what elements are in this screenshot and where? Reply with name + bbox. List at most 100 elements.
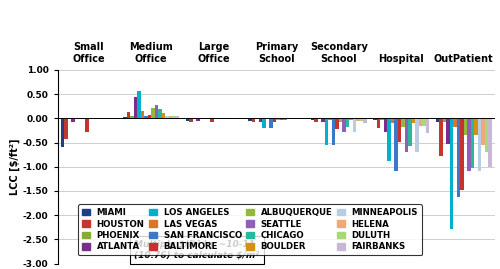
Bar <box>482 118 485 145</box>
Bar <box>110 118 114 119</box>
Bar <box>276 118 280 120</box>
Bar <box>232 118 235 119</box>
Bar <box>280 118 283 120</box>
Bar <box>460 118 464 190</box>
Bar <box>272 118 276 122</box>
Bar <box>89 118 92 119</box>
Bar <box>339 118 342 122</box>
Bar <box>401 118 405 127</box>
Bar <box>442 118 446 122</box>
Bar <box>284 118 287 120</box>
Bar <box>172 116 176 118</box>
Bar <box>200 118 203 119</box>
Bar <box>398 118 401 141</box>
Bar <box>384 118 387 132</box>
Bar <box>186 118 189 121</box>
Bar <box>151 108 155 118</box>
Bar <box>422 118 426 126</box>
Bar <box>446 118 450 144</box>
Bar <box>196 118 200 121</box>
Bar <box>439 118 442 156</box>
Bar <box>416 118 419 152</box>
Y-axis label: LCC [$/ft²]: LCC [$/ft²] <box>10 139 20 195</box>
Bar <box>64 118 68 139</box>
Bar <box>189 118 192 122</box>
Bar <box>130 116 134 118</box>
Bar <box>464 118 468 135</box>
Bar <box>206 118 210 119</box>
Bar <box>100 118 103 119</box>
Bar <box>488 118 492 167</box>
Bar <box>436 118 439 122</box>
Bar <box>262 118 266 128</box>
Bar <box>228 118 232 119</box>
Bar <box>318 118 321 119</box>
Bar <box>218 118 221 119</box>
Bar <box>373 118 376 120</box>
Bar <box>478 118 482 171</box>
Bar <box>68 118 71 119</box>
Bar <box>485 118 488 152</box>
Bar <box>266 118 269 119</box>
Bar <box>169 116 172 118</box>
Bar <box>408 118 412 146</box>
Bar <box>221 118 224 119</box>
Bar <box>342 118 346 132</box>
Bar <box>214 118 218 119</box>
Bar <box>294 118 298 119</box>
Bar <box>137 91 140 118</box>
Bar <box>321 118 324 122</box>
Bar <box>148 115 151 118</box>
Bar <box>426 118 430 133</box>
Bar <box>310 118 314 120</box>
Bar <box>332 118 335 145</box>
Bar <box>162 112 166 118</box>
Bar <box>103 118 106 119</box>
Bar <box>123 117 126 118</box>
Bar <box>238 118 242 119</box>
Bar <box>287 118 290 119</box>
Bar <box>301 118 304 119</box>
Bar <box>82 118 85 119</box>
Bar <box>158 109 162 118</box>
Bar <box>474 118 478 135</box>
Bar <box>376 118 380 128</box>
Bar <box>298 118 301 119</box>
Bar <box>78 118 82 119</box>
Bar <box>335 118 339 129</box>
Bar <box>96 118 100 119</box>
Bar <box>192 118 196 119</box>
Bar <box>324 118 328 145</box>
Bar <box>71 118 74 122</box>
Bar <box>134 97 137 118</box>
Bar <box>85 118 89 132</box>
Bar <box>126 112 130 118</box>
Bar <box>248 118 252 121</box>
Bar <box>166 116 169 118</box>
Bar <box>364 118 367 123</box>
Bar <box>114 118 117 119</box>
Bar <box>92 118 96 119</box>
Bar <box>453 118 456 127</box>
Bar <box>255 118 258 119</box>
Bar <box>235 118 238 119</box>
Legend: MIAMI, HOUSTON, PHOENIX, ATLANTA, LOS ANGELES, LAS VEGAS, SAN FRANCISCO, BALTIMO: MIAMI, HOUSTON, PHOENIX, ATLANTA, LOS AN… <box>78 204 422 255</box>
Bar <box>258 118 262 122</box>
Text: Multiply $/ft² by ~10-11
(10.76) to calculate $/m²: Multiply $/ft² by ~10-11 (10.76) to calc… <box>134 240 260 260</box>
Bar <box>290 118 294 119</box>
Bar <box>412 118 416 123</box>
Bar <box>252 118 255 122</box>
Bar <box>269 118 272 128</box>
Bar <box>380 118 384 120</box>
Bar <box>387 118 390 161</box>
Bar <box>106 118 110 119</box>
Bar <box>203 118 206 119</box>
Bar <box>176 116 180 118</box>
Bar <box>356 118 360 121</box>
Bar <box>360 118 364 121</box>
Bar <box>314 118 318 122</box>
Bar <box>471 118 474 168</box>
Bar <box>224 118 228 119</box>
Bar <box>74 118 78 119</box>
Bar <box>456 118 460 197</box>
